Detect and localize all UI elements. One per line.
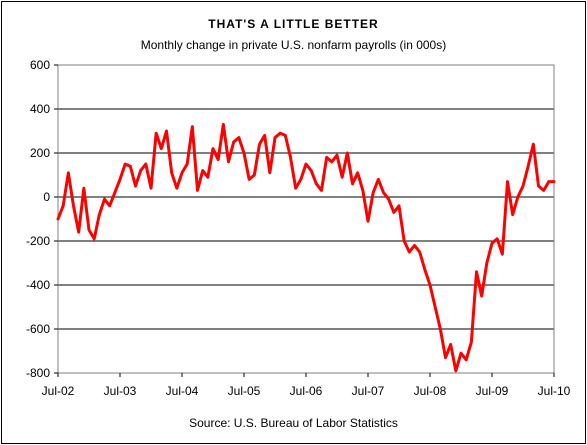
chart-title: THAT'S A LITTLE BETTER: [208, 17, 379, 31]
x-tick-label: Jul-02: [42, 384, 75, 398]
y-tick-label: -200: [26, 234, 50, 248]
series-line: [56, 122, 556, 373]
x-tick-label: Jul-06: [290, 384, 323, 398]
x-tick-label: Jul-09: [476, 384, 509, 398]
y-tick-label: 400: [30, 102, 50, 116]
y-tick-label: -800: [26, 366, 50, 380]
y-tick-label: -600: [26, 322, 50, 336]
x-tick-label: Jul-05: [228, 384, 261, 398]
x-tick-label: Jul-08: [414, 384, 447, 398]
y-tick-label: -400: [26, 278, 50, 292]
y-tick-label: 600: [30, 58, 50, 72]
x-tick-label: Jul-04: [166, 384, 199, 398]
x-axis: Jul-02 Jul-03 Jul-04 Jul-05 Jul-06 Jul-07 Jul-…: [42, 373, 571, 398]
chart-source: Source: U.S. Bureau of Labor Statistics: [189, 416, 398, 430]
chart-subtitle: Monthly change in private U.S. nonfarm p…: [140, 38, 447, 52]
y-tick-label: 200: [30, 146, 50, 160]
plot-area: [57, 64, 555, 374]
x-tick-label: Jul-10: [538, 384, 571, 398]
y-axis: -800 -600 -400 -200 0 200 400 600: [26, 58, 58, 380]
x-tick-label: Jul-03: [104, 384, 137, 398]
x-tick-label: Jul-07: [352, 384, 385, 398]
gridlines: [58, 108, 554, 330]
y-tick-label: 0: [43, 190, 50, 204]
